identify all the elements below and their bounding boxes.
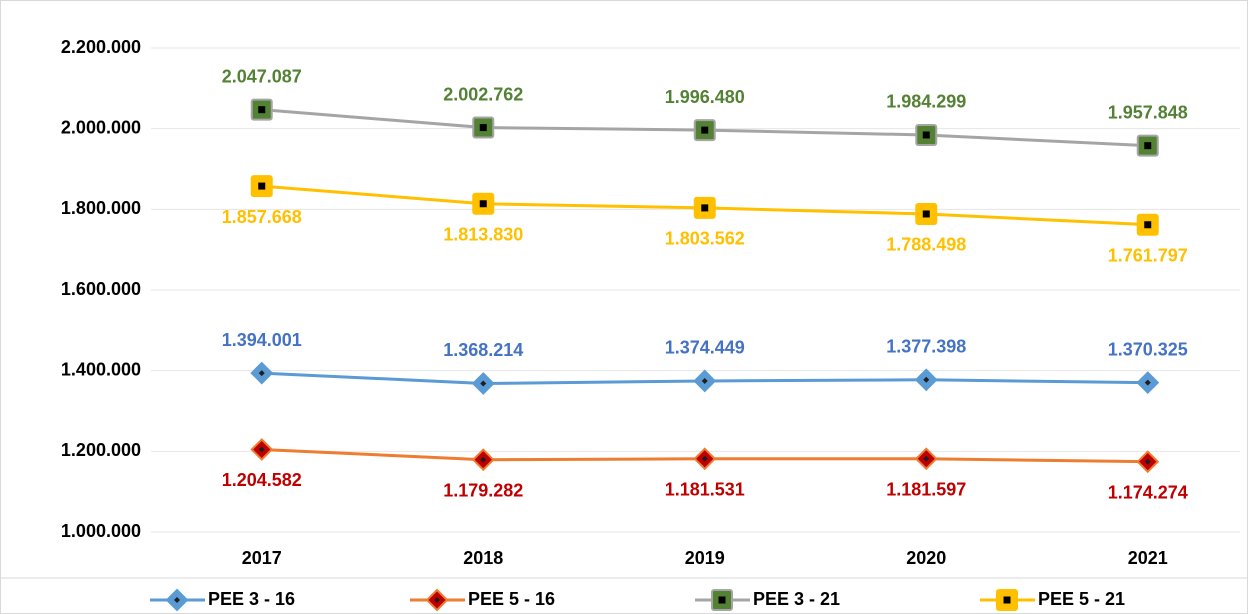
marker-inner bbox=[480, 456, 487, 463]
marker-inner bbox=[1144, 379, 1151, 386]
data-label: 1.761.797 bbox=[1108, 245, 1188, 265]
marker-inner bbox=[922, 210, 930, 218]
marker-inner bbox=[701, 455, 708, 462]
marker-inner bbox=[480, 380, 487, 387]
data-label: 1.984.299 bbox=[886, 92, 966, 112]
marker-inner bbox=[479, 200, 487, 208]
marker-inner bbox=[1144, 458, 1151, 465]
y-tick-label: 1.600.000 bbox=[61, 279, 141, 299]
data-label: 2.002.762 bbox=[443, 84, 523, 104]
legend-label: PEE 3 - 21 bbox=[753, 589, 840, 609]
marker-inner bbox=[922, 131, 930, 139]
data-label: 1.803.562 bbox=[665, 229, 745, 249]
x-tick-label: 2021 bbox=[1128, 548, 1168, 568]
marker-inner bbox=[701, 377, 708, 384]
marker-inner bbox=[479, 124, 487, 132]
data-label: 1.204.582 bbox=[222, 470, 302, 490]
marker-inner bbox=[701, 204, 709, 212]
y-tick-label: 2.000.000 bbox=[61, 117, 141, 137]
y-tick-label: 1.400.000 bbox=[61, 359, 141, 379]
data-label: 1.377.398 bbox=[886, 337, 966, 357]
marker-inner bbox=[434, 597, 440, 603]
x-tick-label: 2020 bbox=[906, 548, 946, 568]
y-tick-label: 1.800.000 bbox=[61, 198, 141, 218]
marker-inner bbox=[1144, 221, 1152, 229]
data-label: 1.394.001 bbox=[222, 330, 302, 350]
marker-inner bbox=[923, 455, 930, 462]
legend-label: PEE 3 - 16 bbox=[208, 589, 295, 609]
legend-label: PEE 5 - 16 bbox=[468, 589, 555, 609]
y-tick-label: 1.000.000 bbox=[61, 521, 141, 541]
data-label: 1.181.597 bbox=[886, 480, 966, 500]
marker-inner bbox=[1144, 142, 1152, 150]
data-label: 1.370.325 bbox=[1108, 339, 1188, 359]
data-label: 1.181.531 bbox=[665, 480, 745, 500]
marker-inner bbox=[258, 182, 266, 190]
x-tick-label: 2019 bbox=[685, 548, 725, 568]
marker-inner bbox=[258, 446, 265, 453]
x-tick-label: 2017 bbox=[242, 548, 282, 568]
data-label: 1.374.449 bbox=[665, 338, 745, 358]
x-tick-label: 2018 bbox=[463, 548, 503, 568]
marker-inner bbox=[258, 370, 265, 377]
marker-inner bbox=[1003, 596, 1011, 604]
data-label: 1.368.214 bbox=[443, 340, 523, 360]
marker-inner bbox=[258, 106, 266, 114]
y-tick-label: 2.200.000 bbox=[61, 37, 141, 57]
data-label: 1.996.480 bbox=[665, 87, 745, 107]
data-label: 1.174.274 bbox=[1108, 482, 1188, 502]
data-label: 1.179.282 bbox=[443, 480, 523, 500]
marker-inner bbox=[718, 596, 726, 604]
y-tick-label: 1.200.000 bbox=[61, 440, 141, 460]
data-label: 1.788.498 bbox=[886, 235, 966, 255]
data-label: 1.857.668 bbox=[222, 207, 302, 227]
data-label: 1.813.830 bbox=[443, 225, 523, 245]
data-label: 2.047.087 bbox=[222, 66, 302, 86]
data-label: 1.957.848 bbox=[1108, 102, 1188, 122]
marker-inner bbox=[174, 597, 180, 603]
marker-inner bbox=[701, 126, 709, 134]
marker-inner bbox=[923, 376, 930, 383]
legend-label: PEE 5 - 21 bbox=[1038, 589, 1125, 609]
